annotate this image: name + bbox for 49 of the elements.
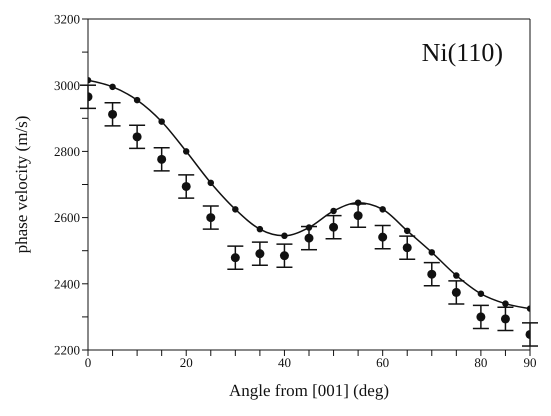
point [476, 312, 486, 322]
point [500, 314, 510, 324]
point [330, 208, 337, 214]
point [329, 222, 338, 232]
x-axis-title: Angle from [001] (deg) [228, 381, 390, 400]
point [354, 211, 363, 220]
point [206, 213, 216, 222]
y-tick-label: 2800 [54, 144, 80, 160]
point [158, 118, 165, 125]
point [404, 228, 410, 234]
point [157, 154, 166, 164]
point [306, 224, 312, 231]
point [108, 110, 118, 119]
point [453, 272, 460, 279]
point [428, 249, 436, 256]
y-tick-label: 3000 [54, 78, 80, 93]
point [427, 270, 436, 279]
x-tick-label: 20 [180, 355, 193, 370]
point [109, 84, 116, 90]
point [378, 232, 388, 242]
y-tick-label: 2400 [54, 276, 80, 292]
point [478, 290, 484, 297]
x-tick-label: 80 [474, 355, 488, 370]
y-tick-label: 2600 [54, 210, 80, 226]
point [134, 96, 140, 104]
point [132, 132, 142, 142]
point [232, 206, 239, 213]
point [182, 148, 190, 155]
x-tick-label: 40 [278, 355, 291, 370]
x-tick-label: 0 [84, 355, 92, 370]
annotation: Ni(110) [422, 38, 503, 68]
point [256, 226, 264, 232]
point [280, 251, 289, 260]
y-tick-label: 3200 [54, 12, 80, 27]
x-tick-label: 90 [524, 355, 536, 370]
point [182, 182, 191, 191]
point [452, 288, 461, 297]
point [255, 249, 264, 258]
y-axis-title: phase velocity (m/s) [12, 116, 32, 254]
point [208, 180, 214, 186]
point [379, 206, 386, 213]
y-tick-label: 2200 [54, 342, 80, 358]
point [354, 199, 362, 206]
point [230, 253, 240, 262]
point [402, 243, 412, 252]
point [502, 300, 509, 307]
x-tick-label: 60 [376, 355, 390, 370]
point [304, 234, 314, 243]
point [281, 232, 288, 240]
